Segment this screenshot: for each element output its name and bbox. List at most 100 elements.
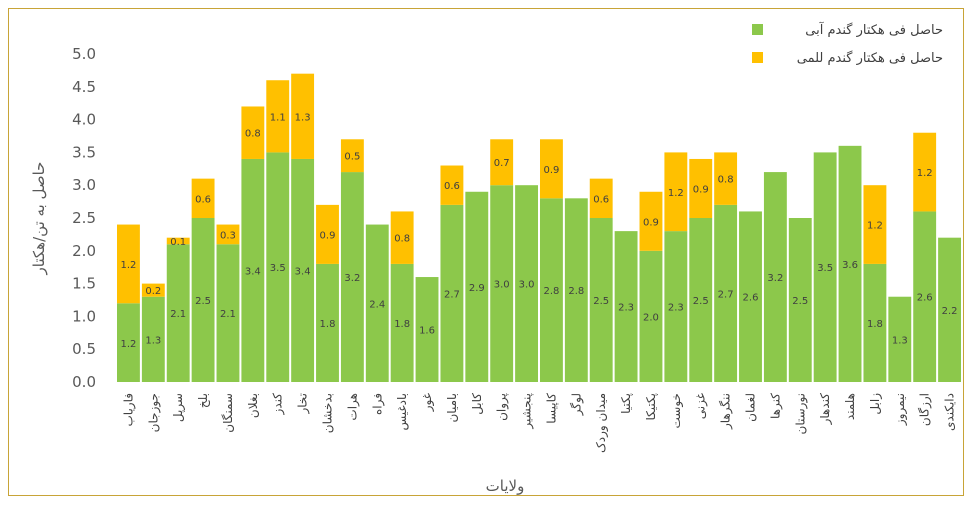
bar-irrigated xyxy=(166,244,190,382)
bars xyxy=(117,73,961,382)
category-label: پکتیا xyxy=(619,393,633,414)
bar-irrigated xyxy=(813,152,837,382)
bar-irrigated xyxy=(440,204,464,382)
category-label: سمنگان xyxy=(221,393,235,433)
bar-rainfed xyxy=(141,283,165,297)
bar-irrigated xyxy=(191,218,215,382)
category-label: پنجشیر xyxy=(520,393,535,430)
data-label-irrigated: 2.1 xyxy=(220,309,236,320)
category-label: کنرها xyxy=(768,393,783,419)
bar-irrigated xyxy=(365,224,389,382)
category-label: بادغیس xyxy=(395,393,410,431)
category-label: کاپیسا xyxy=(544,393,558,424)
bar-rainfed xyxy=(117,224,140,304)
data-label-rainfed: 0.9 xyxy=(643,217,659,228)
data-label-rainfed: 0.3 xyxy=(220,230,236,241)
data-label-rainfed: 0.1 xyxy=(170,237,186,248)
category-label: دایکندی xyxy=(943,393,957,431)
category-label: ارزگان xyxy=(918,393,933,426)
bar-irrigated xyxy=(340,172,364,382)
data-label-rainfed: 1.2 xyxy=(120,260,136,271)
data-label-irrigated: 1.3 xyxy=(892,335,908,346)
category-label: لوگر xyxy=(569,393,584,416)
bar-irrigated xyxy=(241,158,265,382)
bar-irrigated xyxy=(664,231,688,382)
bar-irrigated xyxy=(888,296,912,382)
data-label-irrigated: 1.3 xyxy=(145,335,161,346)
bar-rainfed xyxy=(440,165,464,205)
category-label: بدخشان xyxy=(321,393,335,433)
y-tick-label: 0.5 xyxy=(72,340,96,358)
bar-rainfed xyxy=(166,237,190,245)
data-label-irrigated: 2.6 xyxy=(743,293,759,304)
bar-rainfed xyxy=(340,139,364,173)
category-label: زابل xyxy=(868,393,883,415)
bar-rainfed xyxy=(191,178,215,218)
data-label-irrigated: 1.8 xyxy=(867,319,883,330)
data-label-irrigated: 2.7 xyxy=(718,289,734,300)
y-tick-label: 4.0 xyxy=(72,111,96,129)
category-label: تخار xyxy=(296,393,311,415)
category-label: جوزجان xyxy=(146,393,161,432)
data-label-irrigated: 3.2 xyxy=(767,273,783,284)
bar-irrigated xyxy=(614,231,638,382)
bar-rainfed xyxy=(540,139,563,199)
bar-irrigated xyxy=(863,263,887,382)
legend-swatch xyxy=(752,24,763,35)
data-label-irrigated: 3.0 xyxy=(519,280,535,291)
category-label: لغمان xyxy=(744,393,758,422)
category-label: نیمروز xyxy=(893,393,908,426)
data-label-irrigated: 2.5 xyxy=(792,296,808,307)
data-label-irrigated: 2.3 xyxy=(668,303,684,314)
y-tick-label: 5.0 xyxy=(72,45,96,63)
legend-swatch xyxy=(752,52,763,63)
category-label: غور xyxy=(420,393,435,412)
category-label: هلمند xyxy=(843,393,857,420)
category-label: بلخ xyxy=(196,393,210,408)
data-label-irrigated: 3.6 xyxy=(842,260,858,271)
data-label-irrigated: 2.5 xyxy=(693,296,709,307)
data-label-rainfed: 0.6 xyxy=(444,181,460,192)
data-label-irrigated: 1.6 xyxy=(419,326,435,337)
data-label-rainfed: 1.2 xyxy=(917,168,933,179)
data-label-irrigated: 3.5 xyxy=(270,263,286,274)
data-label-rainfed: 1.1 xyxy=(270,112,286,123)
data-label-rainfed: 0.9 xyxy=(543,165,559,176)
y-tick-label: 2.5 xyxy=(72,209,96,227)
category-label: کابل xyxy=(470,393,484,415)
bar-irrigated xyxy=(117,303,140,382)
bar-rainfed xyxy=(241,106,265,159)
data-label-irrigated: 2.5 xyxy=(195,296,211,307)
legend-label: حاصل فی هکتار گندم للمی xyxy=(797,50,943,66)
bar-irrigated xyxy=(589,218,613,382)
data-label-irrigated: 2.0 xyxy=(643,312,659,323)
bar-irrigated xyxy=(938,237,961,382)
category-label: هرات xyxy=(345,393,360,421)
x-axis-title: ولایات xyxy=(486,477,525,495)
bar-irrigated xyxy=(714,204,738,382)
bar-irrigated xyxy=(788,218,812,382)
bar-rainfed xyxy=(291,73,315,159)
data-label-rainfed: 0.2 xyxy=(145,286,161,297)
data-label-irrigated: 2.6 xyxy=(917,293,933,304)
bar-rainfed xyxy=(714,152,738,205)
category-label: کندهار xyxy=(818,393,833,426)
data-label-irrigated: 1.8 xyxy=(394,319,410,330)
bar-rainfed xyxy=(266,80,290,153)
data-label-irrigated: 2.2 xyxy=(942,306,958,317)
bar-irrigated xyxy=(490,185,514,382)
y-tick-label: 3.5 xyxy=(72,143,96,161)
legend: حاصل فی هکتار گندم آبی حاصل فی هکتار گندم… xyxy=(752,21,943,66)
y-tick-label: 2.0 xyxy=(72,242,96,260)
category-label: بامیان xyxy=(445,393,459,423)
category-label: بغلان xyxy=(246,393,260,418)
data-label-irrigated: 3.5 xyxy=(817,263,833,274)
data-label-irrigated: 3.0 xyxy=(494,280,510,291)
data-label-irrigated: 2.4 xyxy=(369,299,385,310)
bar-irrigated xyxy=(316,263,339,382)
bar-irrigated xyxy=(639,250,663,382)
bar-rainfed xyxy=(316,204,339,264)
data-label-rainfed: 0.6 xyxy=(195,194,211,205)
category-label: خوست xyxy=(669,393,684,428)
bar-rainfed xyxy=(689,158,713,218)
